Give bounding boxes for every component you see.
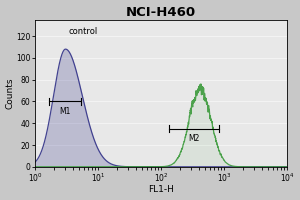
Text: M2: M2 [188, 134, 200, 143]
Title: NCI-H460: NCI-H460 [126, 6, 196, 19]
X-axis label: FL1-H: FL1-H [148, 185, 174, 194]
Text: M1: M1 [59, 107, 70, 116]
Y-axis label: Counts: Counts [6, 78, 15, 109]
Text: control: control [68, 27, 97, 36]
